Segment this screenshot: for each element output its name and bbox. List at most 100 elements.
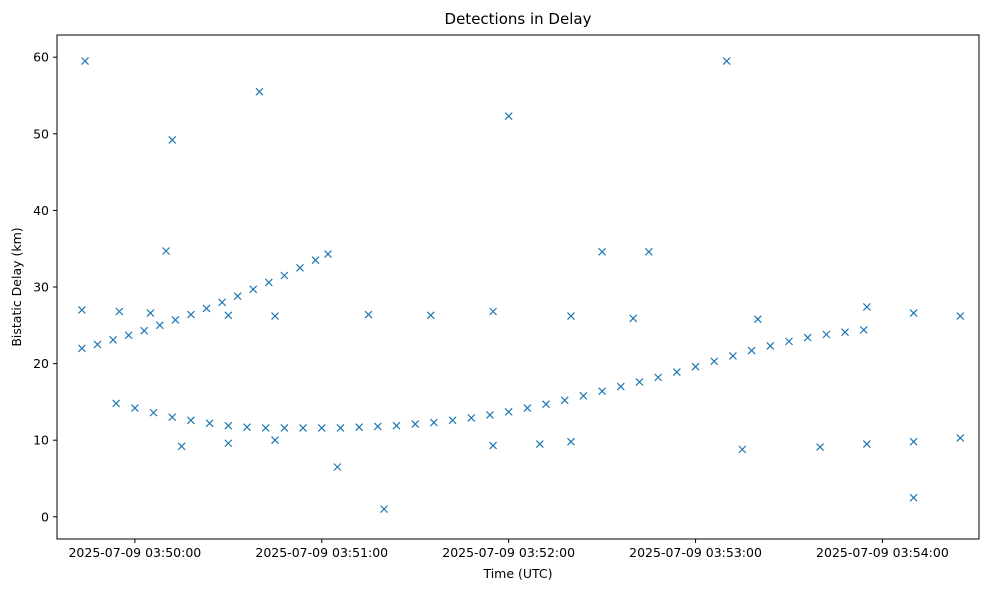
y-tick-label: 50 [33,126,49,141]
data-point [616,382,625,391]
x-tick-label: 2025-07-09 03:53:00 [629,545,762,560]
data-point [224,439,233,448]
data-point [753,315,762,324]
data-point [486,410,494,419]
data-point [841,328,849,337]
data-point [317,424,326,432]
data-point [373,422,382,431]
data-point [146,309,155,317]
y-tick-label: 40 [33,203,49,218]
data-point [542,400,550,409]
data-point [311,256,320,265]
x-axis-label: Time (UTC) [482,566,552,581]
data-point [747,346,756,355]
data-point [822,330,831,339]
data-point [130,404,139,412]
y-axis-label: Bistatic Delay (km) [9,227,24,346]
data-point [598,387,607,396]
data-point [467,414,476,422]
data-point [77,306,86,314]
data-point [504,407,513,416]
data-point [149,408,158,417]
data-point [710,357,719,366]
data-point [202,304,211,313]
data-point [261,424,270,432]
data-point [187,310,195,319]
data-point [535,440,544,448]
data-point [489,307,498,316]
data-point [109,335,117,344]
data-point [77,344,86,353]
data-point [738,445,747,454]
data-point [115,307,124,316]
data-point [177,442,186,451]
data-point [956,312,965,321]
data-point [859,325,868,334]
x-tick-label: 2025-07-09 03:51:00 [255,545,388,560]
data-point [336,424,345,432]
data-point [429,418,438,427]
data-point [280,271,289,280]
data-point [162,247,170,255]
x-tick-label: 2025-07-09 03:54:00 [816,545,949,560]
data-point [280,424,289,432]
data-point [205,419,214,428]
data-point [654,373,663,382]
data-point [81,57,89,65]
data-point [296,263,304,272]
x-tick-label: 2025-07-09 03:52:00 [442,545,575,560]
data-point [862,302,871,311]
data-point [243,423,251,432]
data-point [112,399,121,408]
data-point [523,404,532,412]
data-point [567,312,575,321]
data-point [333,463,342,471]
data-point [504,112,513,121]
data-point [560,396,569,405]
data-point [171,316,180,324]
data-point [672,368,681,376]
data-point [956,433,965,442]
data-point [579,391,588,400]
data-point [380,505,388,514]
y-tick-label: 20 [33,356,49,371]
data-point [249,285,258,294]
data-point [909,437,918,446]
data-point [187,416,195,425]
data-points [77,57,965,514]
data-point [324,250,332,258]
y-tick-label: 60 [33,50,49,65]
data-point [255,87,264,96]
data-point [909,493,918,502]
data-point [168,136,177,144]
data-point [629,314,638,323]
data-point [168,413,177,422]
data-point [155,321,164,330]
data-point [124,331,133,340]
x-tick-label: 2025-07-09 03:50:00 [68,545,201,560]
data-point [862,440,871,448]
data-point [392,421,401,430]
data-point [598,247,607,256]
data-point [271,312,279,321]
data-point [140,326,149,335]
data-point [909,309,918,317]
data-point [489,441,498,450]
chart-title: Detections in Delay [445,10,592,28]
data-point [803,333,812,342]
data-point [448,416,457,425]
data-point [785,337,793,346]
data-point [233,292,242,301]
data-point [426,311,435,320]
y-axis: 0 10 20 30 40 50 60 [33,50,57,524]
data-point [364,310,373,319]
data-point [766,342,775,350]
data-point [411,420,420,429]
data-point [816,443,825,452]
data-point [644,247,653,256]
y-tick-label: 10 [33,433,49,448]
data-point [93,340,102,349]
x-axis: 2025-07-09 03:50:00 2025-07-09 03:51:00 20… [68,539,949,560]
